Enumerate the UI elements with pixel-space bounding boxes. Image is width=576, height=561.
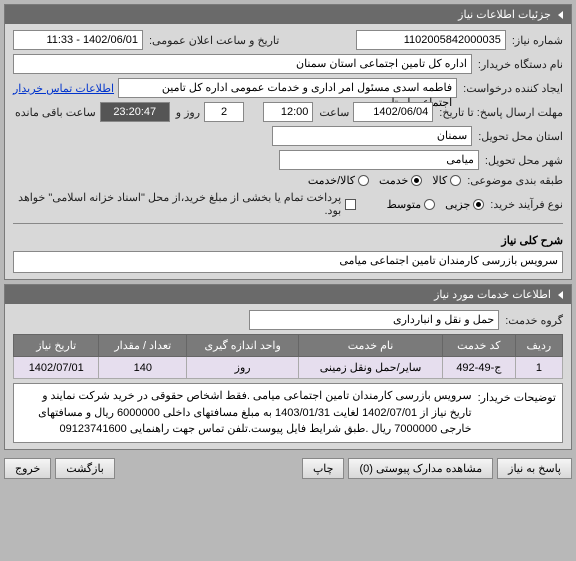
province-value: سمنان	[272, 126, 472, 146]
radio-both[interactable]: کالا/خدمت	[308, 174, 369, 187]
buyer-value: اداره کل تامین اجتماعی استان سمنان	[13, 54, 472, 74]
panel-header-services: اطلاعات خدمات مورد نیاز	[5, 285, 571, 304]
desc-value: سرویس بازرسی کارمندان تامین اجتماعی میام…	[13, 251, 563, 273]
city-label: شهر محل تحویل:	[483, 154, 563, 167]
collapse-icon-2[interactable]	[558, 291, 563, 299]
th-name: نام خدمت	[299, 335, 443, 357]
need-info-panel: جزئیات اطلاعات نیاز شماره نیاز: 11020058…	[4, 4, 572, 280]
td-unit: روز	[187, 357, 299, 379]
radio-kala[interactable]: کالا	[432, 174, 461, 187]
deadline-time: 12:00	[263, 102, 313, 122]
process-group: جزیی متوسط	[387, 198, 485, 211]
services-panel: اطلاعات خدمات مورد نیاز گروه خدمت: حمل و…	[4, 284, 572, 450]
announce-label: تاریخ و ساعت اعلان عمومی:	[147, 34, 279, 47]
creator-value: فاطمه اسدی مسئول امر اداری و خدمات عمومی…	[118, 78, 457, 98]
panel-title: جزئیات اطلاعات نیاز	[458, 9, 551, 21]
desc-title: شرح کلی نیاز	[13, 230, 563, 251]
buyer-notes-label: توضیحات خریدار:	[478, 388, 556, 438]
buyer-notes-text: سرویس بازرسی کارمندان تامین اجتماعی میام…	[20, 388, 472, 438]
answer-button[interactable]: پاسخ به نیاز	[497, 458, 572, 479]
province-label: استان محل تحویل:	[476, 130, 563, 143]
th-code: کد خدمت	[442, 335, 515, 357]
days-value: 2	[204, 102, 244, 122]
th-unit: واحد اندازه گیری	[187, 335, 299, 357]
buyer-notes-box: توضیحات خریدار: سرویس بازرسی کارمندان تا…	[13, 383, 563, 443]
print-button[interactable]: چاپ	[302, 458, 345, 479]
partial-pay-label: پرداخت تمام یا بخشی از مبلغ خرید،از محل …	[13, 191, 341, 217]
process-label: نوع فرآیند خرید:	[488, 198, 563, 211]
group-value: حمل و نقل و انبارداری	[249, 310, 499, 330]
panel-header-info: جزئیات اطلاعات نیاز	[5, 5, 571, 24]
td-row: 1	[515, 357, 562, 379]
separator	[13, 223, 563, 224]
td-code: ج-49-492	[442, 357, 515, 379]
services-table: ردیف کد خدمت نام خدمت واحد اندازه گیری ت…	[13, 334, 563, 379]
group-label: گروه خدمت:	[503, 314, 563, 327]
exit-button[interactable]: خروج	[4, 458, 51, 479]
days-label: روز و	[174, 106, 200, 119]
radio-khadmat[interactable]: خدمت	[379, 174, 422, 187]
city-value: میامی	[279, 150, 479, 170]
subject-class-group: کالا خدمت کالا/خدمت	[308, 174, 461, 187]
collapse-icon[interactable]	[558, 11, 563, 19]
buyer-label: نام دستگاه خریدار:	[476, 58, 563, 71]
attachments-button[interactable]: مشاهده مدارک پیوستی (0)	[348, 458, 493, 479]
radio-motavaset[interactable]: متوسط	[387, 198, 436, 211]
remain-label: ساعت باقی مانده	[13, 106, 96, 119]
td-name: سایر/حمل ونقل زمینی	[299, 357, 443, 379]
button-row: پاسخ به نیاز مشاهده مدارک پیوستی (0) چاپ…	[0, 454, 576, 483]
contact-link[interactable]: اطلاعات تماس خریدار	[13, 82, 114, 95]
th-row: ردیف	[515, 335, 562, 357]
partial-pay-checkbox[interactable]	[345, 199, 356, 210]
countdown: 23:20:47	[100, 102, 170, 122]
creator-label: ایجاد کننده درخواست:	[461, 82, 563, 95]
need-no-value: 1102005842000035	[356, 30, 506, 50]
deadline-label: مهلت ارسال پاسخ: تا تاریخ:	[437, 106, 563, 119]
table-row[interactable]: 1 ج-49-492 سایر/حمل ونقل زمینی روز 140 1…	[14, 357, 563, 379]
subject-class-label: طبقه بندی موضوعی:	[465, 174, 563, 187]
back-button[interactable]: بازگشت	[55, 458, 115, 479]
th-qty: تعداد / مقدار	[99, 335, 187, 357]
need-no-label: شماره نیاز:	[510, 34, 563, 47]
deadline-date: 1402/06/04	[353, 102, 433, 122]
td-date: 1402/07/01	[14, 357, 99, 379]
announce-value: 1402/06/01 - 11:33	[13, 30, 143, 50]
time-label-1: ساعت	[317, 106, 349, 119]
services-title: اطلاعات خدمات مورد نیاز	[434, 289, 551, 301]
td-qty: 140	[99, 357, 187, 379]
radio-jozi[interactable]: جزیی	[445, 198, 484, 211]
th-date: تاریخ نیاز	[14, 335, 99, 357]
